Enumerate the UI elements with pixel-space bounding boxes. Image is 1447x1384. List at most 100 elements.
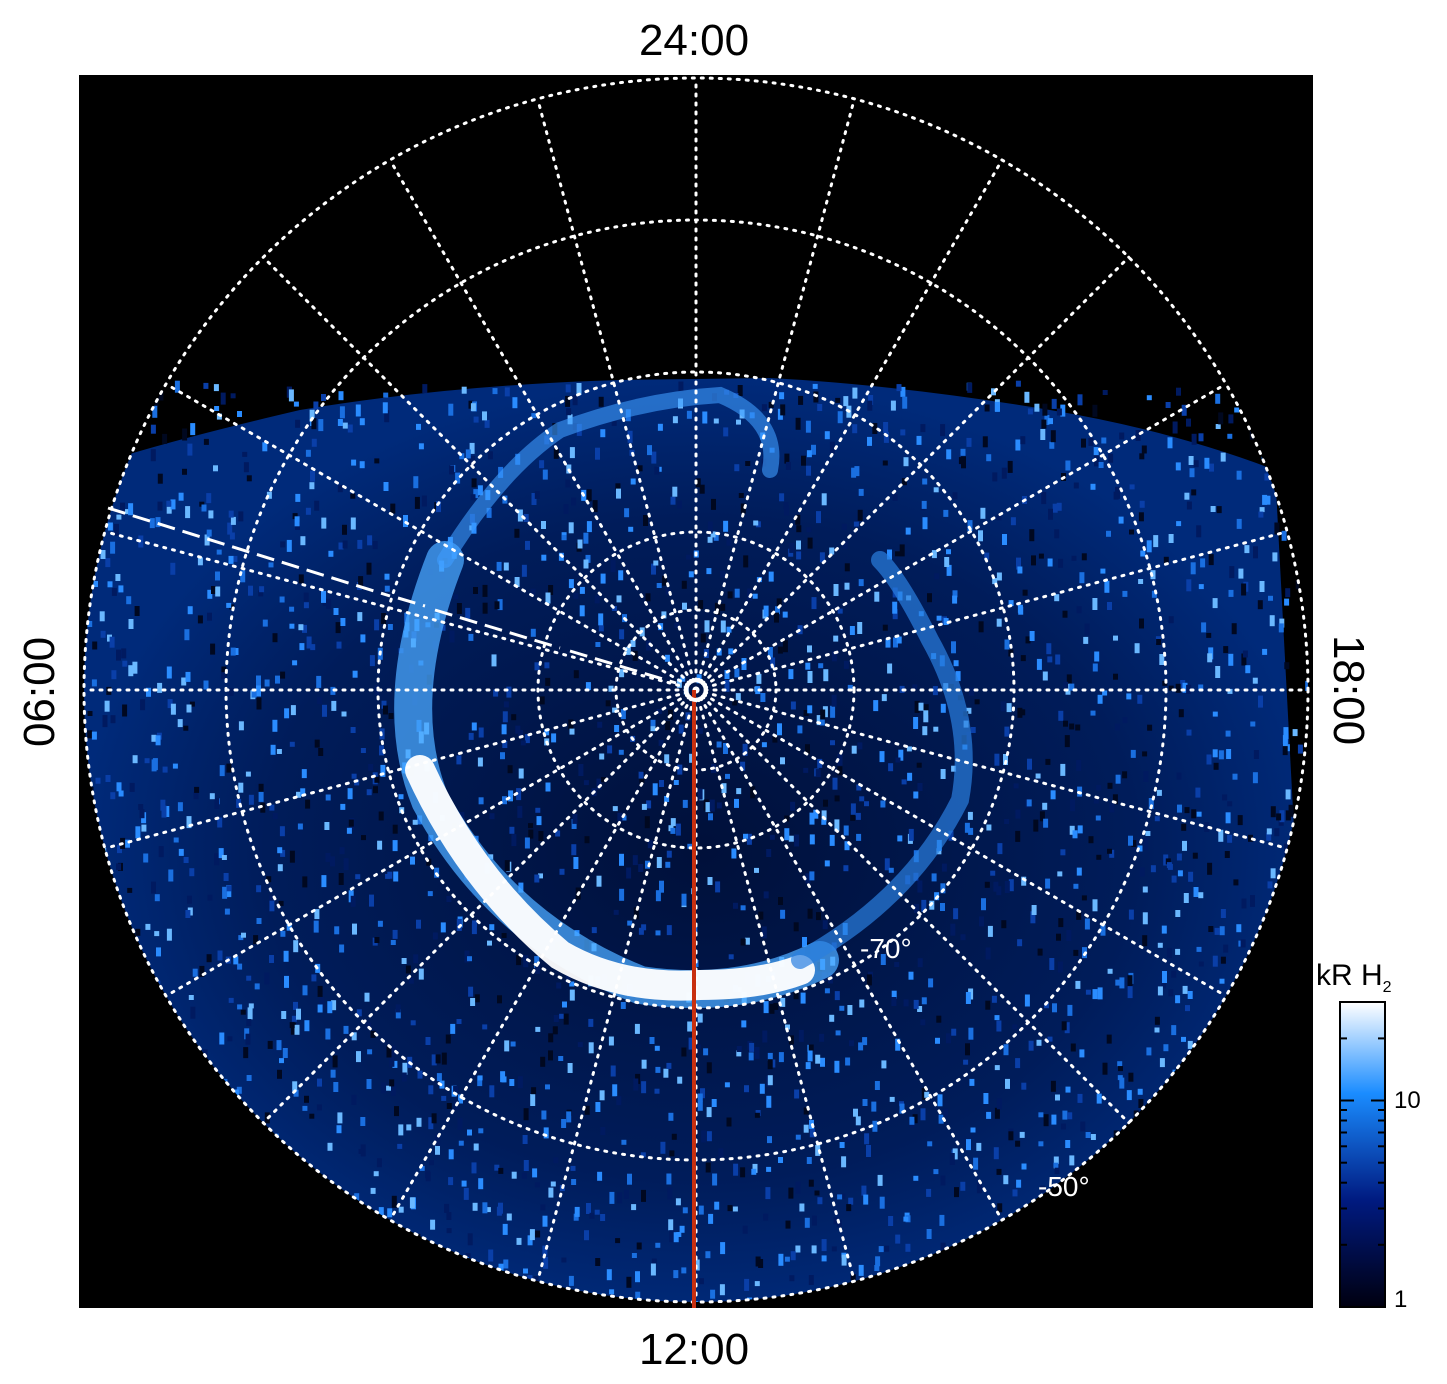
noise-pixel <box>1193 887 1199 897</box>
noise-pixel <box>556 982 562 989</box>
noise-pixel <box>1227 834 1233 843</box>
noise-pixel <box>733 1163 739 1176</box>
noise-pixel <box>1085 1132 1091 1138</box>
noise-pixel <box>923 704 929 716</box>
noise-pixel <box>168 869 174 882</box>
noise-pixel <box>749 1042 755 1052</box>
noise-pixel <box>565 384 571 393</box>
noise-pixel <box>687 843 693 849</box>
noise-pixel <box>1096 784 1102 791</box>
noise-pixel <box>300 788 306 797</box>
noise-pixel <box>378 1207 384 1219</box>
colorbar-scale <box>1339 1001 1386 1308</box>
noise-pixel <box>342 540 348 549</box>
lat-label-50: -50° <box>1038 1171 1090 1202</box>
noise-pixel <box>258 783 264 792</box>
noise-pixel <box>182 428 188 441</box>
noise-pixel <box>391 1195 397 1208</box>
noise-pixel <box>1161 983 1166 989</box>
noise-pixel <box>354 1193 360 1203</box>
noise-pixel <box>542 1215 548 1227</box>
noise-pixel <box>508 790 514 802</box>
noise-pixel <box>732 1206 738 1212</box>
noise-pixel <box>748 1052 754 1061</box>
noise-pixel <box>135 928 141 936</box>
noise-pixel <box>569 981 575 987</box>
noise-pixel <box>532 1168 538 1178</box>
noise-pixel <box>1227 433 1233 439</box>
noise-pixel <box>1196 946 1202 952</box>
noise-pixel <box>651 451 657 464</box>
noise-pixel <box>503 562 509 571</box>
noise-pixel <box>763 605 769 617</box>
noise-pixel <box>217 950 223 961</box>
noise-pixel <box>584 836 590 844</box>
noise-pixel <box>468 986 474 997</box>
noise-pixel <box>118 790 124 797</box>
noise-pixel <box>321 517 327 529</box>
noise-pixel <box>944 557 950 567</box>
noise-pixel <box>518 730 523 736</box>
noise-pixel <box>1038 1112 1044 1118</box>
noise-pixel <box>1076 759 1082 771</box>
noise-pixel <box>1214 927 1220 935</box>
noise-pixel <box>228 997 234 1003</box>
noise-pixel <box>1075 724 1081 731</box>
noise-pixel <box>788 669 794 680</box>
noise-pixel <box>246 475 252 482</box>
noise-pixel <box>224 908 230 915</box>
noise-pixel <box>236 1086 242 1094</box>
noise-pixel <box>331 1000 337 1011</box>
noise-pixel <box>658 739 664 746</box>
noise-pixel <box>372 541 378 550</box>
noise-pixel <box>504 1309 509 1320</box>
noise-pixel <box>630 640 636 647</box>
noise-pixel <box>586 489 592 502</box>
noise-pixel <box>256 685 261 697</box>
noise-pixel <box>1064 1022 1070 1034</box>
noise-pixel <box>256 918 262 924</box>
noise-pixel <box>563 1013 569 1025</box>
noise-pixel <box>105 775 111 782</box>
noise-pixel <box>256 885 262 893</box>
noise-pixel <box>269 900 275 912</box>
noise-pixel <box>993 881 999 892</box>
noise-pixel <box>797 725 803 734</box>
noise-pixel <box>772 736 778 743</box>
noise-pixel <box>676 678 682 688</box>
noise-pixel <box>303 592 309 602</box>
noise-pixel <box>816 511 821 524</box>
noise-pixel <box>630 1307 635 1319</box>
noise-pixel <box>338 391 344 401</box>
noise-pixel <box>347 424 353 433</box>
noise-pixel <box>1010 517 1016 526</box>
noise-pixel <box>616 488 621 499</box>
noise-pixel <box>938 1114 944 1124</box>
noise-pixel <box>436 1073 442 1082</box>
noise-pixel <box>1220 956 1226 964</box>
noise-pixel <box>824 988 830 994</box>
noise-pixel <box>1024 994 1030 1007</box>
noise-pixel <box>653 560 659 566</box>
noise-pixel <box>1165 858 1171 865</box>
noise-pixel <box>638 771 644 779</box>
noise-pixel <box>802 937 807 947</box>
noise-pixel <box>359 461 365 469</box>
lt-label-06: 06:00 <box>15 637 64 747</box>
noise-pixel <box>922 517 928 530</box>
noise-pixel <box>1079 1049 1085 1058</box>
noise-pixel <box>855 812 861 820</box>
noise-pixel <box>922 726 928 736</box>
noise-pixel <box>807 1049 813 1062</box>
noise-pixel <box>1029 529 1035 542</box>
noise-pixel <box>406 1124 412 1131</box>
noise-pixel <box>102 715 108 728</box>
noise-pixel <box>277 847 283 854</box>
noise-pixel <box>849 1040 854 1047</box>
noise-pixel <box>799 1203 805 1212</box>
noise-pixel <box>110 715 116 724</box>
noise-pixel <box>623 1189 629 1199</box>
noise-pixel <box>1080 1121 1086 1132</box>
noise-pixel <box>314 500 320 511</box>
noise-pixel <box>1163 854 1169 866</box>
